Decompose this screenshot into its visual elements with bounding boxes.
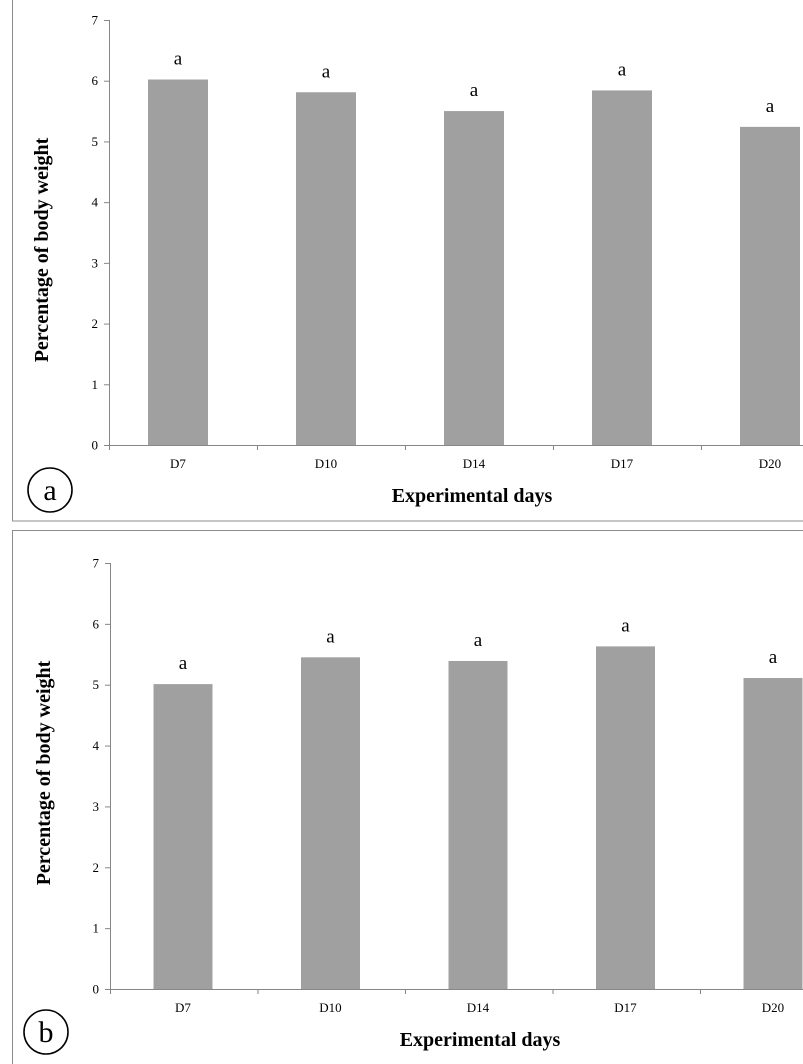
panel-a-y-tick-label: 6: [92, 73, 99, 88]
panel-a-x-tick-label-D10: D10: [315, 456, 337, 471]
panel-b-y-tick-label: 0: [93, 982, 100, 997]
panel-a-x-tick-label-D14: D14: [463, 456, 486, 471]
panel-a-label-circle: [27, 467, 73, 513]
panel-b-y-tick-label: 6: [93, 616, 100, 631]
panel-a-data-label-D17: a: [618, 59, 627, 80]
chart-panel-b: 0 1 2 3 4 5 6 7 a D7 a D10 a D14 a D17 a D20 Experimental…: [12, 530, 803, 1064]
panel-a-bar-D7: [148, 79, 208, 445]
panel-a-plot: 0 1 2 3 4 5 6 7 a D7 a D10 a D14 a D17 a D20: [92, 13, 803, 471]
panel-a-label: a: [43, 474, 56, 507]
panel-b-label-circle: [23, 1009, 69, 1055]
panel-a-y-tick-label: 2: [92, 316, 99, 331]
panel-b-y-tick-label: 2: [93, 860, 100, 875]
panel-a-data-label-D10: a: [322, 61, 331, 82]
panel-b-x-axis-title: Experimental days: [400, 1029, 561, 1051]
panel-a-bar-D10: [296, 92, 356, 445]
panel-b-x-tick-label-D14: D14: [467, 1000, 490, 1015]
panel-a-bar-D14: [444, 111, 504, 446]
panel-a-bar-D17: [592, 90, 652, 445]
panel-b-y-tick-label: 4: [93, 738, 100, 753]
panel-a-bar-D20: [740, 126, 800, 445]
panel-b-data-label-D20: a: [769, 647, 778, 668]
panel-a-x-tick-label-D17: D17: [611, 456, 634, 471]
panel-b-frame: [12, 530, 803, 1064]
panel-a-x-tick-label-D20: D20: [759, 456, 781, 471]
panel-b-bar-D17: [596, 646, 655, 989]
panel-b-x-tick-label-D20: D20: [762, 1000, 784, 1015]
panel-b-y-tick-label: 7: [93, 556, 100, 571]
panel-b-y-axis-title: Percentage of body weight: [33, 660, 55, 885]
panel-b-x-tick-label-D17: D17: [614, 1000, 637, 1015]
panel-a-frame: [12, 0, 803, 522]
panel-a-x-axis-title: Experimental days: [392, 485, 553, 507]
panel-b-label: b: [39, 1016, 54, 1049]
panel-a-y-tick-label: 7: [92, 13, 99, 28]
panel-b-y-tick-label: 5: [93, 677, 100, 692]
panel-a-y-tick-label: 0: [92, 438, 99, 453]
panel-b-y-tick-label: 1: [93, 921, 100, 936]
panel-b-data-label-D10: a: [326, 626, 335, 647]
panel-b-x-tick-label-D10: D10: [319, 1000, 341, 1015]
panel-b-plot: 0 1 2 3 4 5 6 7 a D7 a D10 a D14 a D17 a D20: [93, 556, 803, 1015]
panel-b-x-tick-label-D7: D7: [175, 1000, 191, 1015]
panel-b-bar-D10: [301, 657, 360, 989]
panel-a-y-tick-label: 4: [92, 195, 99, 210]
panel-b-bar-D20: [743, 678, 803, 989]
panel-a-y-tick-label: 5: [92, 134, 99, 149]
panel-a-y-axis-title: Percentage of body weight: [31, 137, 53, 362]
panel-b-data-label-D7: a: [179, 653, 188, 674]
panel-a-y-tick-label: 3: [92, 255, 99, 270]
panel-a-data-label-D14: a: [470, 80, 479, 101]
panel-b-y-tick-label: 3: [93, 799, 100, 814]
panel-b-bar-D7: [153, 684, 213, 989]
panel-a-data-label-D7: a: [174, 49, 183, 70]
panel-a-data-label-D20: a: [766, 96, 775, 117]
panel-b-data-label-D14: a: [474, 630, 483, 651]
panel-a-y-tick-label: 1: [92, 377, 99, 392]
panel-a-x-tick-label-D7: D7: [170, 456, 186, 471]
chart-panel-a: 0 1 2 3 4 5 6 7 a D7 a D10 a D14 a D17 a D20 Experimental…: [12, 0, 803, 522]
panel-b-data-label-D17: a: [621, 615, 630, 636]
panel-b-bar-D14: [448, 660, 508, 989]
